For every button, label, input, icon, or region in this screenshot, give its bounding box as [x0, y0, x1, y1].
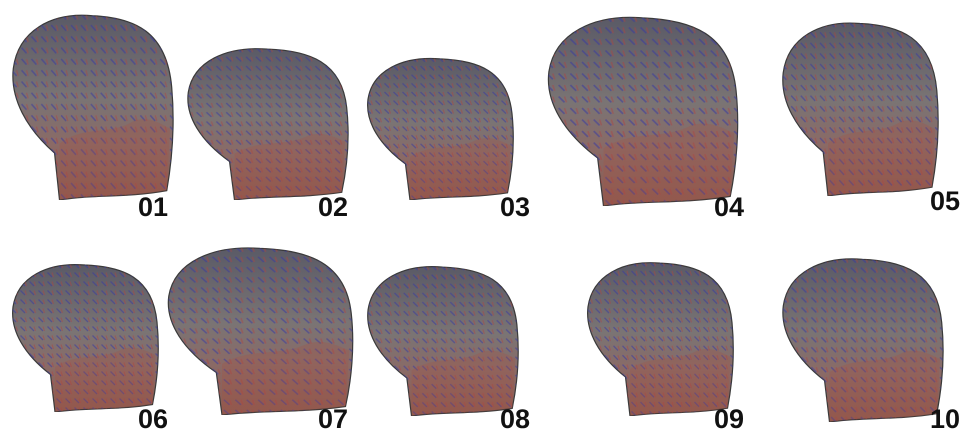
shape	[588, 263, 734, 416]
shape	[188, 49, 348, 200]
panel-label: 07	[318, 404, 348, 432]
panel-label: 04	[714, 192, 744, 222]
shape	[548, 17, 737, 206]
shape	[368, 59, 514, 200]
figure: 01 02 03 04 05 06 07 08 09 10	[0, 0, 968, 432]
shape	[368, 267, 518, 416]
panel-label: 09	[714, 404, 744, 432]
panel-label: 08	[500, 404, 530, 432]
panel-label: 06	[138, 404, 168, 432]
panel-label: 03	[500, 192, 530, 222]
panel-label: 01	[138, 192, 168, 222]
shape	[783, 259, 943, 422]
panel-label: 02	[318, 192, 348, 222]
panel-label: 05	[930, 186, 960, 216]
panel-label: 10	[930, 404, 960, 432]
shape	[168, 248, 352, 415]
shape	[13, 15, 173, 200]
shape	[783, 23, 938, 196]
shape	[13, 265, 159, 412]
